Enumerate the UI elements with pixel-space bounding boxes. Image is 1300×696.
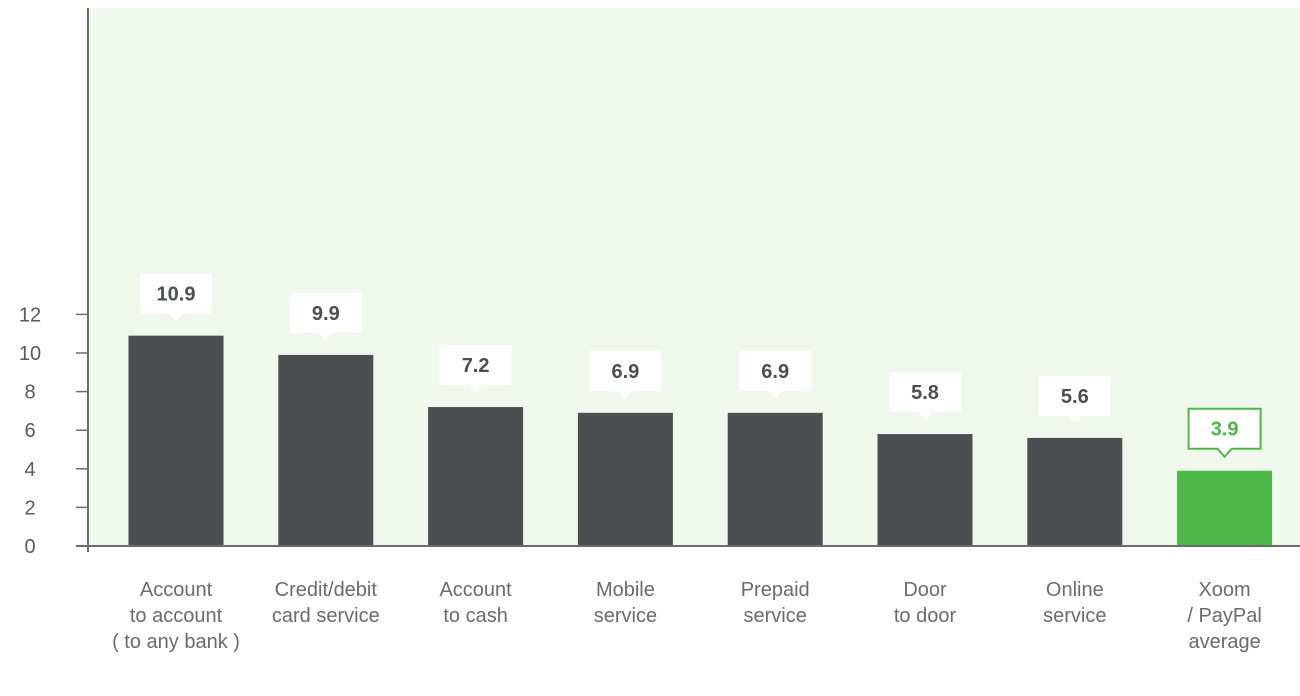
value-label: 6.9 (611, 361, 639, 383)
y-tick-label: 12 (19, 304, 41, 326)
category-label: Credit/debit card service (272, 579, 380, 627)
value-label: 10.9 (157, 284, 196, 306)
value-label: 3.9 (1211, 419, 1239, 441)
bar (1027, 437, 1123, 546)
value-label: 9.9 (312, 303, 340, 325)
bar (428, 407, 524, 546)
category-label: Prepaid service (741, 579, 810, 627)
y-tick-label: 6 (24, 420, 35, 442)
value-labels: 10.9 9.9 7.2 6.9 6.9 5.8 5.6 3.9 (140, 273, 1262, 459)
bar (727, 412, 823, 546)
y-tick-label: 0 (24, 536, 35, 558)
category-label: Online service (1043, 579, 1106, 627)
bar (577, 412, 673, 546)
category-label: Xoom / PayPal average (1187, 579, 1261, 653)
value-label-box (439, 345, 512, 394)
value-label-box (889, 372, 961, 421)
x-axis-labels: Account to account( to any bank ) Credit/d… (112, 579, 1262, 653)
category-label: Door to door (894, 579, 957, 627)
value-label: 6.9 (761, 361, 789, 383)
bar (877, 434, 973, 546)
y-tick-label: 4 (24, 459, 35, 481)
bar (128, 335, 224, 546)
y-tick-label: 8 (24, 382, 35, 404)
category-label: Account to cash (439, 579, 512, 627)
value-label-box (1038, 375, 1111, 424)
value-label: 5.6 (1061, 386, 1089, 408)
bars (128, 335, 1273, 546)
value-label-box (289, 292, 362, 341)
category-label: Mobile service (594, 579, 657, 627)
bar (1177, 470, 1273, 546)
value-label-box (1187, 407, 1262, 459)
y-tick-label: 2 (24, 497, 35, 519)
category-label: Account to account( to any bank ) (112, 579, 240, 653)
y-tick-label: 10 (19, 343, 41, 365)
value-label-box (140, 273, 212, 322)
value-label-box (739, 350, 812, 399)
y-axis-ticks: 0 2 4 6 8 10 12 (19, 304, 88, 558)
value-label: 5.8 (911, 382, 939, 404)
value-label: 7.2 (462, 355, 490, 377)
value-label-box (589, 350, 662, 399)
bar (278, 354, 374, 546)
